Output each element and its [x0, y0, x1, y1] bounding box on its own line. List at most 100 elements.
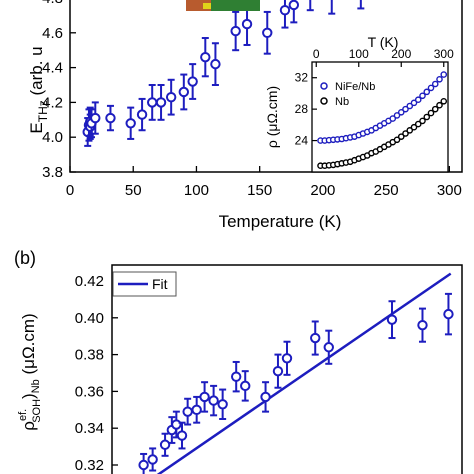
panel-a-point-17-marker — [241, 18, 253, 30]
panel-a-point-5-marker — [90, 112, 101, 124]
inset-points — [317, 71, 448, 170]
panel-b-point-13 — [260, 381, 271, 413]
panel-a-point-14-marker — [200, 51, 211, 63]
panel-a-ytick-label-1: 4.0 — [42, 129, 63, 146]
panel-b-point-2-marker — [159, 439, 171, 450]
panel-b-point-15-marker — [281, 353, 293, 364]
panel-a-ytick-label-3: 4.4 — [42, 60, 63, 77]
panel-a-ytick-label-4: 4.6 — [42, 25, 63, 42]
inset-series-1-point-27 — [431, 105, 439, 113]
panel-a-point-5 — [90, 101, 101, 135]
panel-b-ylabel: ρef. SOH)Nb (μΩ.cm) — [17, 313, 43, 430]
inset-legend-marker-1 — [320, 97, 328, 105]
inset-series-0-point-24 — [419, 92, 426, 100]
inset-xtick-label-0: 0 — [313, 47, 320, 61]
panel-a-point-15-marker — [210, 58, 221, 70]
panel-b-ytick-label-0: 0.32 — [75, 457, 104, 474]
inset-series-0-point-29 — [440, 71, 448, 78]
panel-a-point-19 — [279, 0, 291, 29]
panel-a-point-18-marker — [262, 27, 273, 38]
panel-a-point-8 — [136, 97, 148, 132]
panel-a-point-9-marker — [146, 97, 158, 108]
inset-frame — [311, 61, 449, 173]
inset-xtick-label-2: 200 — [391, 47, 411, 61]
inset-legend: NiFe/Nb Nb — [320, 81, 375, 108]
panel-a-point-7 — [125, 106, 136, 140]
panel-b-point-19 — [417, 307, 428, 343]
inset-xtick-label-1: 100 — [349, 47, 369, 61]
inset-series-0-point-18 — [393, 112, 401, 119]
panel-a-ticks: 0 50 100 150 200 250 300 3.8 4.0 4.2 4.4 4.6 4.8 — [42, 0, 462, 199]
panel-b-point-18-marker — [386, 314, 398, 325]
panel-a-point-21 — [306, 0, 314, 12]
panel-a-xtick-label-4: 200 — [310, 182, 335, 199]
panel-b-point-18 — [386, 300, 398, 340]
panel-a-point-16 — [230, 10, 241, 52]
panel-b-ylabel-main: ρ — [19, 421, 38, 431]
inset-ytick-label-1: 28 — [295, 102, 309, 116]
panel-a-frame — [69, 0, 463, 173]
inset-series-0-point-21 — [406, 102, 414, 110]
inset-series-1-point-18 — [393, 136, 401, 144]
panel-b-frame — [111, 264, 463, 474]
panel-b-point-13-marker — [260, 391, 271, 403]
fit-line — [156, 272, 452, 474]
panel-b-legend: Fit — [112, 271, 177, 297]
inset-photo-right — [211, 0, 260, 11]
panel-b-point-17-marker — [323, 342, 334, 353]
panel-b-point-19-marker — [417, 319, 428, 331]
panel-a-point-18 — [262, 10, 273, 55]
panel-b-point-17 — [323, 329, 334, 365]
inset-legend-label-0: NiFe/Nb — [335, 81, 375, 93]
inset-photo-left — [186, 0, 211, 11]
panel-a-points — [82, 0, 365, 147]
inset-series-0-point-28 — [436, 75, 443, 83]
panel-a-point-15 — [210, 42, 221, 86]
panel-b-point-14 — [272, 353, 284, 389]
panel-b-point-8 — [199, 381, 210, 413]
inset-series-1-point-20 — [402, 130, 409, 137]
panel-a: 0 50 100 150 200 250 300 3.8 4.0 4.2 4.4 4.6 4.8 Tem… — [27, 0, 463, 231]
panel-b-point-10 — [217, 388, 228, 420]
panel-a-point-23 — [357, 0, 365, 10]
inset-series-0-point-23 — [414, 96, 422, 104]
inset-ytick-label-2: 32 — [295, 71, 309, 85]
inset-photo-mark — [203, 3, 211, 9]
panel-b-ylabel-sub2: Nb — [30, 379, 42, 393]
inset-series-1-point-19 — [397, 133, 405, 140]
panel-a-point-10 — [155, 84, 167, 121]
inset-series-1-point-23 — [414, 120, 422, 128]
panel-b-ylabel-suffix: (μΩ.cm) — [19, 313, 38, 379]
inset-series-0-point-17 — [389, 115, 397, 122]
panel-b-point-2 — [159, 432, 171, 457]
panel-b-point-10-marker — [217, 399, 228, 410]
inset-legend-label-1: Nb — [335, 96, 349, 108]
panel-b-ytick-label-4: 0.40 — [75, 310, 104, 327]
panel-b-label: (b) — [14, 248, 36, 268]
panel-a-xtick-label-3: 150 — [247, 182, 272, 199]
panel-b-point-0 — [138, 452, 149, 474]
panel-a-point-20 — [288, 0, 300, 24]
inset-ticks: 0 100 200 300 24 28 32 — [295, 47, 454, 148]
inset-series-0-point-25 — [423, 88, 431, 96]
panel-a-point-6-marker — [105, 112, 116, 124]
panel-b-point-14-marker — [272, 365, 284, 377]
panel-b-legend-label: Fit — [152, 276, 168, 292]
panel-b-ytick-label-1: 0.34 — [75, 420, 104, 437]
panel-a-ylabel: ETHz (arb. u — [27, 46, 50, 133]
inset-series-0-point-20 — [402, 105, 409, 113]
panel-a-point-8-marker — [136, 109, 148, 120]
inset-ylabel: ρ (μΩ.cm) — [264, 86, 280, 148]
panel-b-point-11 — [230, 360, 242, 393]
panel-a-ylabel-main: E — [27, 122, 46, 133]
panel-b-point-1 — [147, 447, 158, 472]
panel-b-ytick-label-5: 0.42 — [75, 273, 104, 290]
panel-b-point-6-marker — [182, 406, 193, 417]
panel-b-points — [138, 292, 454, 474]
panel-a-ylabel-sub: THz — [36, 100, 50, 122]
panel-b-point-15 — [281, 340, 293, 376]
panel-b-ticks: 0.32 0.34 0.36 0.38 0.40 0.42 — [75, 273, 118, 474]
inset-plot: 0 100 200 300 24 28 32 T (K) ρ (μΩ.cm) NiFe/Nb… — [264, 34, 454, 173]
panel-b-point-5-marker — [176, 430, 188, 441]
inset-ytick-label-0: 24 — [295, 134, 309, 148]
